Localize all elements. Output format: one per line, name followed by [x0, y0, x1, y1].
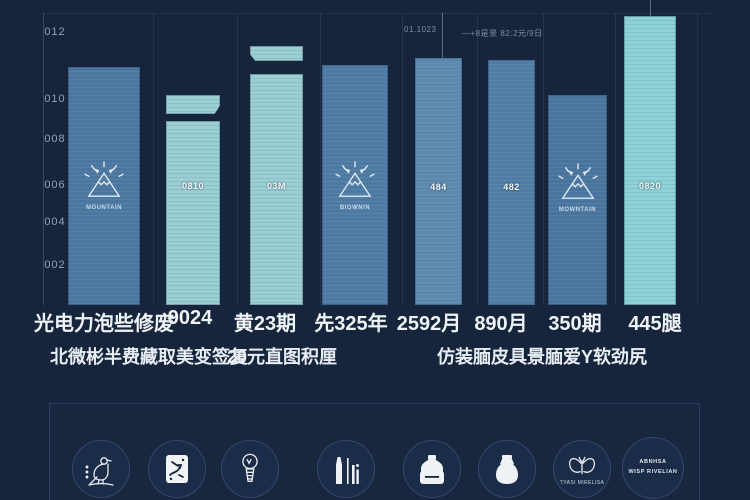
badge-text-line: ABNHSA — [639, 459, 667, 466]
x-axis-label: 890月 — [474, 313, 528, 335]
mountain-sun-icon: BIOWNIN — [322, 161, 388, 211]
bar-2-cap — [166, 95, 220, 114]
y-axis-tick: 010 — [44, 93, 66, 105]
top-annotation: —+8是景 82:2元/9日 — [462, 29, 543, 38]
footer-circle-text-badge: ABNHSA WISP RIVELIAN — [622, 437, 684, 499]
gridline — [153, 13, 154, 305]
bar-value-label: 484 — [430, 182, 447, 192]
footer-circle-bottle — [403, 440, 461, 498]
bottle-icon — [420, 455, 444, 484]
lightbulb-icon — [242, 453, 258, 482]
bar-6-body — [488, 60, 535, 305]
x-axis-label: 黄23期 — [233, 313, 297, 335]
gridline — [320, 13, 321, 305]
bar-3-body — [250, 74, 303, 305]
footer-icon-panel — [49, 403, 700, 500]
bar-7-body — [548, 95, 607, 305]
mountain-sun-icon: MOWNTAIN — [548, 163, 607, 213]
y-axis-line — [43, 13, 44, 305]
bar-value-label: 482 — [503, 182, 520, 192]
badge-text-line: WISP RIVELIAN — [628, 469, 678, 475]
route-card-icon — [166, 455, 188, 483]
gridline — [615, 13, 616, 305]
x-axis-label: 2592月 — [396, 313, 462, 335]
footer-circle-butterfly: TYASI MIRELISA — [553, 440, 611, 498]
bar-8-body — [624, 16, 676, 305]
bar-2: 0810 — [166, 95, 220, 305]
annotation-leader-line — [442, 13, 443, 58]
bar-1: MOUNTAIN — [68, 67, 140, 305]
x-axis-label: 445腿 — [628, 313, 682, 335]
note-left: 北微彬半费藏取美变签复 — [50, 347, 248, 367]
note-right: 仿装腼皮具景腼爱Y软劲尻 — [437, 347, 648, 367]
gridline — [543, 13, 544, 305]
bar-icon-caption: MOUNTAIN — [86, 205, 122, 211]
bar-value-label: 03M — [266, 181, 286, 191]
bird-icon — [85, 457, 114, 486]
bar8-leader-line — [650, 0, 651, 17]
bar-icon-caption: MOWNTAIN — [558, 207, 597, 213]
butterfly-caption: TYASI MIRELISA — [559, 479, 605, 486]
footer-circle-route-card — [148, 440, 206, 498]
bar-5-body — [415, 58, 462, 305]
x-axis-label: 9024 — [167, 307, 213, 329]
x-axis-label: 先325年 — [314, 313, 388, 335]
top-annotation: 01.1023 — [404, 25, 437, 34]
bar-6: 482 — [488, 60, 535, 305]
bar-2-body — [166, 121, 220, 305]
top-gridline — [43, 13, 712, 14]
y-axis-tick: 012 — [44, 26, 66, 38]
y-axis-tick: 006 — [44, 179, 66, 191]
bar-value-label: 0810 — [181, 181, 205, 191]
butterfly-icon — [569, 456, 595, 474]
gridline — [402, 13, 403, 305]
y-axis-tick: 002 — [44, 259, 66, 271]
bar-3: 03M — [250, 46, 303, 305]
brushes-icon — [336, 457, 359, 484]
x-axis-label: 光电力泡些修废 — [34, 313, 174, 335]
y-axis-tick: 008 — [44, 133, 66, 145]
bar-3-cap — [250, 46, 303, 61]
bar-4-body — [322, 65, 388, 305]
footer-circle-lightbulb — [221, 440, 279, 498]
bar-icon-caption: BIOWNIN — [339, 205, 371, 211]
bar-7: MOWNTAIN — [548, 95, 607, 305]
gridline — [237, 13, 238, 305]
gridline — [477, 13, 478, 305]
bar-8: 0820 — [624, 16, 676, 305]
footer-circle-bird — [72, 440, 130, 498]
footer-circle-jar — [478, 440, 536, 498]
bar-5: 484 — [415, 58, 462, 305]
mountain-sun-icon: MOUNTAIN — [68, 161, 140, 211]
jar-icon — [496, 455, 518, 484]
note-middle: 20元直图积厘 — [227, 347, 338, 367]
y-axis-tick: 004 — [44, 216, 66, 228]
gridline — [697, 13, 698, 305]
x-axis-label: 350期 — [548, 313, 602, 335]
bar-1-body — [68, 67, 140, 305]
footer-circle-brushes — [317, 440, 375, 498]
bar-value-label: 0820 — [638, 181, 662, 191]
bar-4: BIOWNIN — [322, 65, 388, 305]
